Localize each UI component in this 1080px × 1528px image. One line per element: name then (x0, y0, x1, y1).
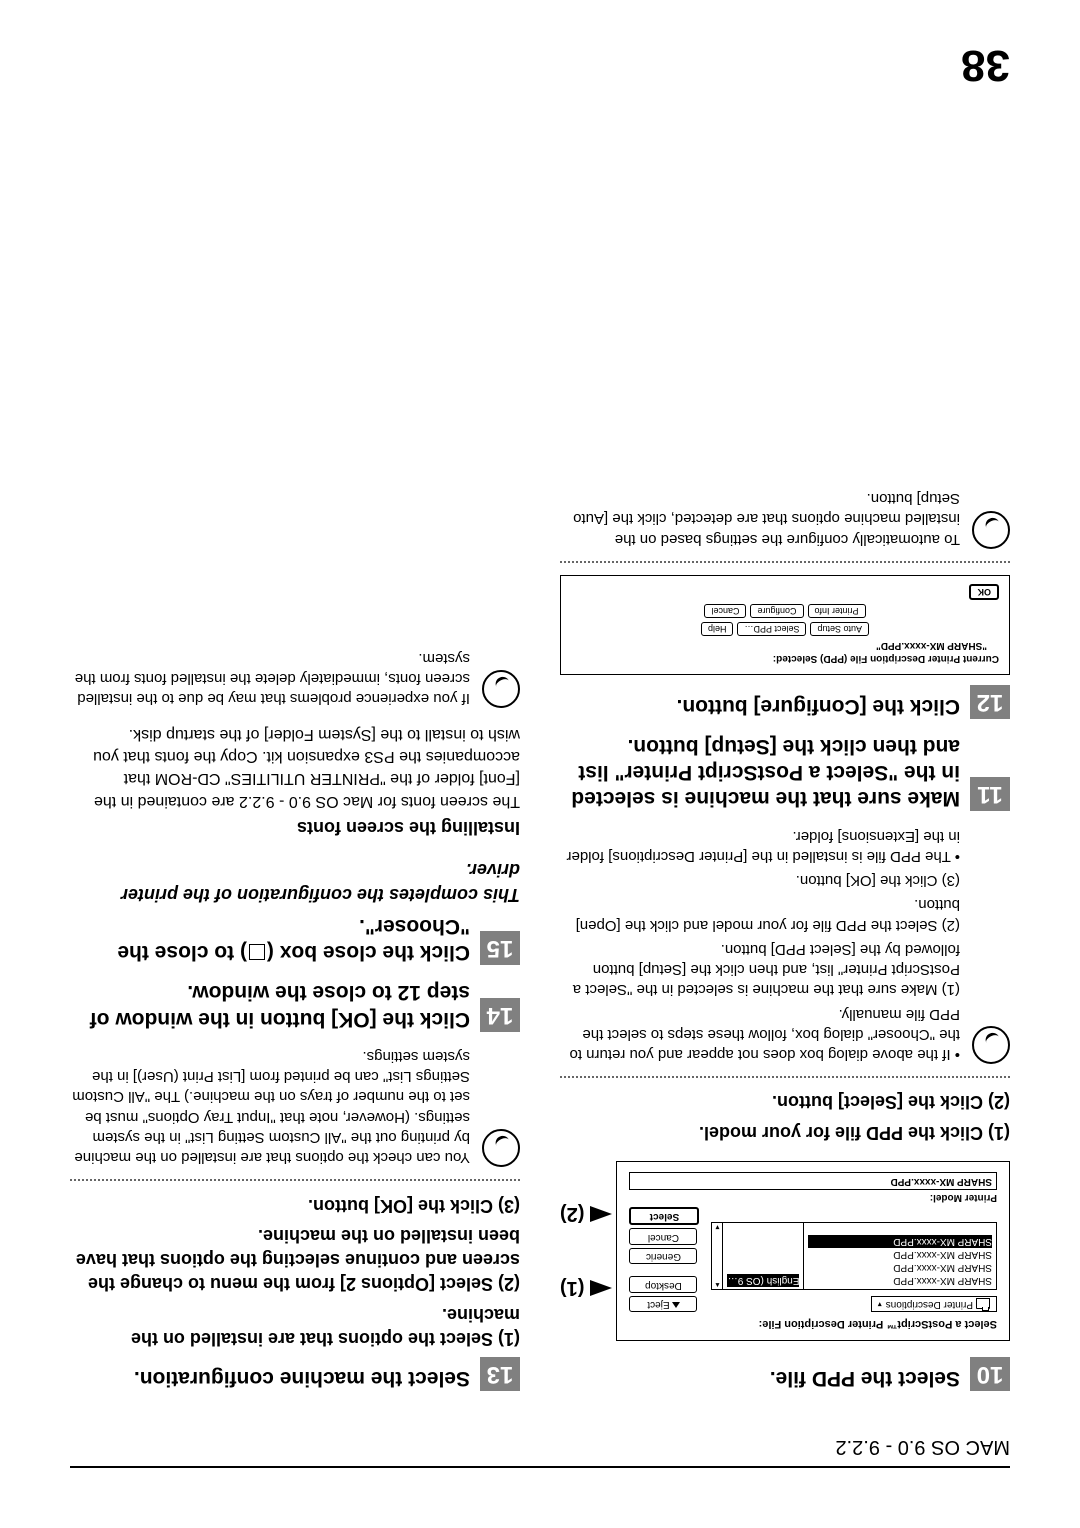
printer-model-value: SHARP MX-xxxx.PPD (629, 1172, 997, 1191)
step-15: 15 Click the close box () to close the "… (70, 913, 520, 966)
step-11: 11 Make sure that the machine is selecte… (560, 733, 1010, 812)
select-button[interactable]: Select (629, 1207, 699, 1226)
help-button[interactable]: Help (701, 622, 734, 636)
step-12: 12 Click the [Configure] button. (560, 685, 1010, 719)
header: MAC OS 9.0 - 9.2.2 (70, 1435, 1010, 1458)
fonts-heading: Installing the screen fonts (70, 816, 520, 840)
step-number: 11 (970, 777, 1010, 811)
eject-button[interactable]: Eject (629, 1296, 697, 1313)
callout-1: (1) (560, 1276, 612, 1299)
ok-button[interactable]: OK (970, 584, 1000, 600)
page-number: 38 (961, 40, 1010, 90)
step-14: 14 Click the [OK] button in the window o… (70, 979, 520, 1032)
note-icon (972, 511, 1010, 549)
step-text: Click the [Configure] button. (677, 692, 960, 718)
generic-button[interactable]: Generic (629, 1248, 697, 1265)
left-column: 10 Select the PPD file. Select a PostScr… (560, 482, 1010, 1405)
step-text: Make sure that the machine is selected i… (560, 733, 960, 812)
callout-2: (2) (560, 1202, 612, 1225)
top-rule (70, 1466, 1010, 1468)
folder-icon (976, 1299, 990, 1310)
configure-button[interactable]: Configure (750, 604, 803, 618)
printer-info-button[interactable]: Printer Info (808, 604, 866, 618)
dialog-title: Select a PostScript™ Printer Description… (759, 1316, 997, 1330)
substep-1: (1) Click the PPD file for your model. (560, 1120, 1010, 1144)
select-ppd-button[interactable]: Select PPD… (737, 622, 806, 636)
step-text: Click the close box () to close the "Cho… (70, 913, 470, 966)
step-text: Select the PPD file. (770, 1365, 960, 1391)
note-icon (482, 1129, 520, 1167)
substep-2: (2) Click the [Select] button. (560, 1090, 1010, 1114)
section-title: MAC OS 9.0 - 9.2.2 (835, 1435, 1010, 1458)
ppd-file-list[interactable]: SHARP MX-xxxx.PPD SHARP MX-xxxx.PPD SHAR… (711, 1222, 997, 1290)
note-options-list: You can check the options that are insta… (70, 1046, 520, 1168)
step-text: Click the [OK] button in the window of s… (70, 979, 470, 1032)
substep-1: (1) Select the options that are installe… (70, 1302, 520, 1351)
ppd-select-dialog: Select a PostScript™ Printer Description… (616, 1161, 1010, 1341)
note-icon (972, 1026, 1010, 1064)
divider (560, 1076, 1010, 1078)
step-13: 13 Select the machine configuration. (70, 1357, 520, 1391)
step-number: 15 (480, 931, 520, 965)
cancel-button[interactable]: Cancel (704, 604, 746, 618)
step-number: 10 (970, 1357, 1010, 1391)
auto-setup-button[interactable]: Auto Setup (811, 622, 870, 636)
scrollbar[interactable]: ▴▾ (712, 1223, 723, 1289)
substep-2: (2) Select [Options 2] from the menu to … (70, 1224, 520, 1297)
step-number: 13 (480, 1357, 520, 1391)
configure-dialog: Current Printer Description File (PPD) S… (560, 575, 1010, 675)
note-fonts: If you experience problems that may be d… (70, 648, 520, 709)
step-10: 10 Select the PPD file. (560, 1357, 1010, 1391)
completion-text: This completes the configuration of the … (70, 858, 520, 907)
divider (70, 1179, 520, 1181)
fonts-body: The screen fonts for Mac OS 9.0 - 9.2.2 … (70, 722, 520, 812)
step-number: 14 (480, 998, 520, 1032)
desktop-button[interactable]: Desktop (629, 1276, 697, 1293)
right-column: 13 Select the machine configuration. (1)… (70, 482, 520, 1405)
note-chooser: • If the above dialog box does not appea… (560, 825, 1010, 1064)
divider (560, 561, 1010, 563)
step-text: Select the machine configuration. (134, 1365, 470, 1391)
substep-3: (3) Click the [OK] button. (70, 1193, 520, 1217)
note-icon (482, 670, 520, 708)
folder-dropdown[interactable]: Printer Descriptions ▾ (871, 1296, 997, 1313)
printer-model-label: Printer Model: (930, 1192, 997, 1203)
close-box-icon (249, 944, 265, 960)
step-number: 12 (970, 685, 1010, 719)
note-auto-setup: To automatically configure the settings … (560, 488, 1010, 549)
cancel-button[interactable]: Cancel (629, 1228, 697, 1245)
